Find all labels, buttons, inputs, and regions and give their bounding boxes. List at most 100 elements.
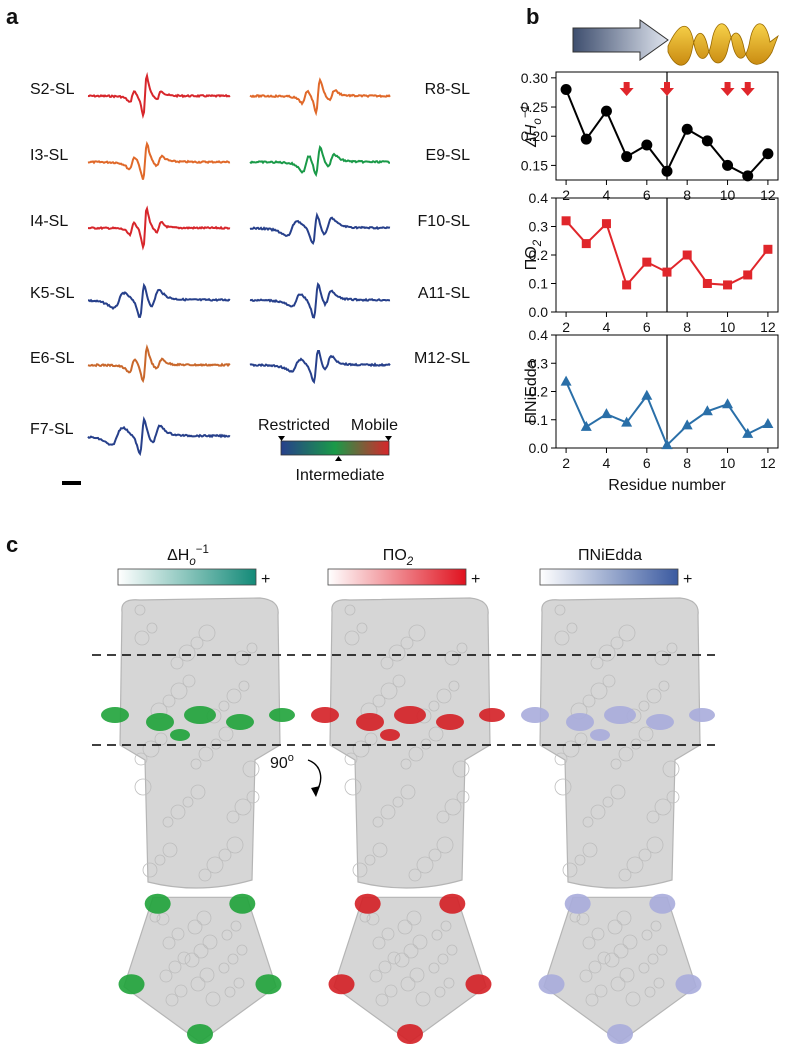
spectrum (249, 211, 391, 246)
surface-patch (590, 729, 610, 741)
surface-patch (269, 708, 295, 722)
spectrum-label: F7-SL (30, 421, 74, 438)
panel-label: c (6, 532, 18, 557)
surface-texture (662, 760, 680, 778)
marker (682, 250, 692, 260)
surface-texture (406, 910, 422, 926)
surface-texture (162, 936, 176, 950)
surface-texture (403, 943, 419, 959)
surface-texture (666, 790, 680, 804)
surface-texture (226, 688, 242, 704)
color-bar-plus: + (471, 571, 480, 588)
surface-texture (566, 622, 578, 634)
marker (701, 135, 713, 147)
surface-texture (218, 848, 232, 862)
surface-texture (610, 758, 622, 770)
surface-patch (229, 893, 256, 914)
surface-texture (187, 919, 203, 935)
surface-texture (378, 960, 392, 974)
marker (580, 420, 592, 431)
surface-texture (372, 694, 386, 708)
surface-texture (622, 934, 638, 950)
surface-patch (465, 974, 492, 995)
surface-top (543, 896, 697, 1043)
y-axis-label: ΔHo−1 (520, 105, 544, 148)
surface-texture (408, 624, 426, 642)
surface-patch (311, 707, 339, 723)
surface-texture (428, 848, 442, 862)
surface-texture (134, 778, 152, 796)
surface-texture (380, 656, 394, 670)
marker (681, 419, 693, 430)
map-title-base: ΠNiEdda (578, 547, 642, 564)
surface-texture (666, 642, 678, 654)
surface-texture (170, 682, 188, 700)
marker (662, 267, 672, 277)
y-tick-label: 0.1 (529, 412, 549, 428)
surface-texture (170, 656, 184, 670)
surface-patch (538, 974, 565, 995)
y-tick-label: 0.3 (529, 219, 549, 235)
x-tick-label: 4 (603, 319, 611, 335)
marker (722, 159, 734, 171)
marker (560, 375, 572, 386)
surface-patch (255, 974, 282, 995)
surface-texture (590, 804, 606, 820)
surface-texture (366, 912, 380, 926)
surface-texture (590, 656, 604, 670)
surface-patch (144, 893, 171, 914)
surface-texture (574, 854, 586, 866)
surface-texture (171, 927, 185, 941)
rotation-sup: o (288, 752, 294, 764)
surface-texture (182, 674, 196, 688)
surface-patch (394, 706, 426, 724)
surface-texture (658, 680, 670, 692)
y-tick-label: 0.2 (529, 247, 549, 263)
x-tick-label: 4 (603, 455, 611, 471)
y-tick-label: 0.2 (529, 384, 549, 400)
surface-texture (227, 953, 239, 965)
surface-texture (369, 969, 383, 983)
marker (701, 405, 713, 416)
surface-texture (387, 951, 401, 965)
surface-patch (226, 714, 254, 730)
surface-texture (218, 726, 234, 742)
surface-patch (436, 714, 464, 730)
surface-patch (328, 974, 355, 995)
surface-texture (591, 927, 605, 941)
surface-texture (653, 977, 665, 989)
x-tick-label: 8 (683, 319, 691, 335)
surface-texture (392, 796, 404, 808)
surface-texture (582, 694, 596, 708)
surface-texture (224, 986, 236, 998)
surface-texture (142, 862, 158, 878)
surface-patch (521, 707, 549, 723)
map-title: ΠO2 (383, 547, 414, 568)
surface-texture (562, 862, 578, 878)
surface-texture (375, 993, 389, 1007)
marker (622, 280, 632, 290)
y-tick-label: 0.1 (529, 276, 549, 292)
surface-texture (440, 920, 452, 932)
surface-patch (439, 893, 466, 914)
surface-texture (646, 810, 660, 824)
arrow-marker (619, 82, 634, 96)
surface-patch (479, 708, 505, 722)
marker (642, 257, 652, 267)
surface-texture (206, 856, 224, 874)
arrow-marker (720, 82, 735, 96)
surface-texture (156, 912, 170, 926)
surface-texture (162, 694, 176, 708)
surface-texture (456, 642, 468, 654)
surface-texture (226, 810, 240, 824)
surface-texture (230, 920, 242, 932)
surface-texture (400, 758, 412, 770)
surface-texture (400, 784, 416, 800)
y-tick-label: 0.4 (529, 190, 549, 206)
surface-texture (384, 984, 398, 998)
x-tick-label: 12 (760, 187, 776, 203)
surface-texture (246, 642, 258, 654)
y-axis-label: ΠNiEdda (523, 359, 540, 423)
surface-texture (394, 952, 410, 968)
marker (600, 105, 612, 117)
